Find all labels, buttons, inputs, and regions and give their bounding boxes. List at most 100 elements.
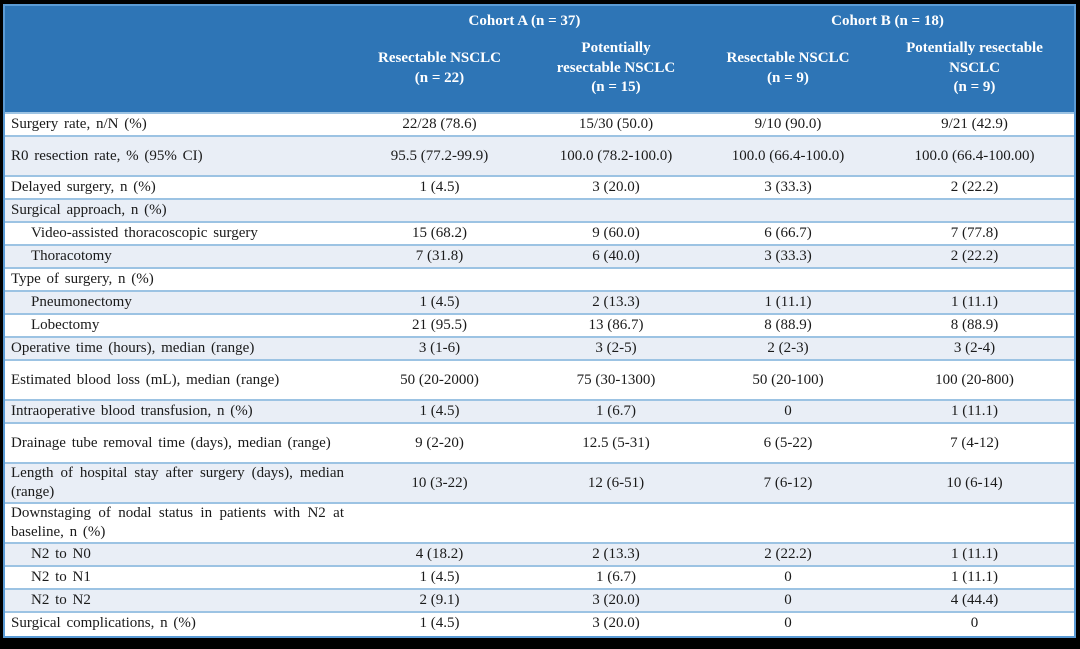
cell-value: 2 (22.2)	[764, 546, 812, 562]
row-label: Surgery rate, n/N (%)	[11, 116, 147, 133]
cell-value: 100.0 (66.4-100.0)	[731, 147, 845, 164]
cell-value	[875, 200, 1074, 221]
header-empty-label-cell	[5, 31, 348, 112]
cell-value: 1 (11.1)	[951, 569, 998, 585]
table-row: Thoracotomy 7 (31.8) 6 (40.0) 3 (33.3) 2 (22…	[5, 244, 1074, 267]
cell-value: 4 (18.2)	[415, 546, 464, 562]
col-header-resectable-b: Resectable NSCLC (n = 9)	[726, 50, 850, 86]
table-row: Operative time (hours), median (range) 3 …	[5, 336, 1074, 359]
cell-value: 2 (13.3)	[592, 546, 640, 562]
cell-value	[701, 200, 875, 221]
table-row: N2 to N1 1 (4.5) 1 (6.7) 0 1 (11.1)	[5, 565, 1074, 588]
cell-value: 1 (6.7)	[596, 403, 636, 419]
cell-value: 10 (6-14)	[946, 474, 1003, 491]
cell-value: 95.5 (77.2-99.9)	[390, 147, 489, 164]
cell-value: 3 (20.0)	[592, 592, 640, 608]
cell-value: 6 (5-22)	[763, 434, 813, 451]
cell-value: 4 (44.4)	[950, 592, 999, 608]
row-label: Pneumonectomy	[31, 294, 132, 311]
table-row: Lobectomy 21 (95.5) 13 (86.7) 8 (88.9) 8 (88…	[5, 313, 1074, 336]
cell-value: 12.5 (5-31)	[582, 434, 650, 451]
row-label: Type of surgery, n (%)	[11, 271, 154, 288]
cell-value	[701, 269, 875, 290]
cell-value: 7 (6-12)	[763, 474, 813, 491]
table-row: Intraoperative blood transfusion, n (%) 1…	[5, 399, 1074, 422]
table-row: Drainage tube removal time (days), media…	[5, 422, 1074, 462]
col-header-potentially-resectable-a: Potentially resectable NSCLC (n = 15)	[556, 40, 676, 96]
col-header-resectable-a: Resectable NSCLC (n = 22)	[378, 50, 501, 86]
cell-value: 100.0 (78.2-100.0)	[559, 147, 673, 164]
table-row: R0 resection rate, % (95% CI) 95.5 (77.2-…	[5, 135, 1074, 175]
cell-value	[348, 504, 531, 542]
cell-value	[348, 269, 531, 290]
row-label: R0 resection rate, % (95% CI)	[11, 147, 203, 164]
table-row: Surgery rate, n/N (%) 22/28 (78.6) 15/30 (…	[5, 112, 1074, 135]
cell-value: 50 (20-2000)	[400, 371, 479, 388]
cell-value: 3 (1-6)	[418, 340, 461, 356]
cell-value: 6 (40.0)	[592, 248, 640, 264]
row-label: Downstaging of nodal status in patients …	[11, 505, 344, 540]
cell-value: 1 (11.1)	[951, 403, 998, 419]
cohort-header-row: Cohort A (n = 37) Cohort B (n = 18)	[5, 6, 1074, 31]
row-label: Surgical approach, n (%)	[11, 202, 167, 219]
cell-value: 3 (33.3)	[764, 179, 812, 195]
row-label: Surgical complications, n (%)	[11, 615, 196, 632]
row-label: N2 to N1	[31, 569, 91, 586]
table-row: Surgical approach, n (%)	[5, 198, 1074, 221]
table-row: Type of surgery, n (%)	[5, 267, 1074, 290]
cell-value: 2 (2-3)	[767, 340, 809, 356]
cell-value: 15/30 (50.0)	[578, 116, 654, 132]
cell-value: 12 (6-51)	[587, 474, 645, 491]
cell-value: 1 (11.1)	[951, 294, 998, 310]
cell-value: 1 (4.5)	[419, 294, 460, 310]
cell-value: 9/10 (90.0)	[754, 116, 822, 132]
cell-value: 7 (4-12)	[950, 434, 999, 451]
table-row: Video-assisted thoracoscopic surgery 15 (…	[5, 221, 1074, 244]
cell-value	[875, 269, 1074, 290]
table-row: Estimated blood loss (mL), median (range…	[5, 359, 1074, 399]
cell-value: 9 (60.0)	[592, 225, 640, 241]
cell-value: 1 (11.1)	[764, 294, 812, 310]
cell-value: 50 (20-100)	[752, 371, 824, 388]
cell-value: 8 (88.9)	[764, 317, 812, 333]
cell-value: 1 (6.7)	[596, 569, 636, 585]
row-label: Intraoperative blood transfusion, n (%)	[11, 403, 253, 420]
cell-value: 6 (66.7)	[764, 225, 812, 241]
cell-value: 3 (33.3)	[764, 248, 812, 264]
cell-value: 8 (88.9)	[950, 317, 999, 333]
cell-value: 2 (22.2)	[950, 248, 999, 264]
cell-value: 1 (11.1)	[951, 546, 998, 562]
cell-value: 10 (3-22)	[411, 474, 468, 491]
cell-value: 0	[784, 569, 792, 585]
cell-value: 0	[970, 615, 979, 631]
cell-value: 3 (2-4)	[953, 340, 996, 356]
row-label: N2 to N0	[31, 546, 91, 563]
surgery-outcomes-table: Cohort A (n = 37) Cohort B (n = 18) Rese…	[3, 4, 1076, 638]
cell-value: 9/21 (42.9)	[941, 116, 1008, 132]
table-row: N2 to N2 2 (9.1) 3 (20.0) 0 4 (44.4)	[5, 588, 1074, 611]
cell-value: 100.0 (66.4-100.00)	[914, 147, 1035, 164]
cell-value: 0	[784, 403, 792, 419]
cell-value: 13 (86.7)	[588, 317, 644, 333]
cell-value: 22/28 (78.6)	[402, 116, 477, 132]
cell-value: 75 (30-1300)	[576, 371, 656, 388]
row-label: Length of hospital stay after surgery (d…	[11, 465, 344, 500]
row-label: Estimated blood loss (mL), median (range…	[11, 371, 280, 388]
cell-value	[875, 504, 1074, 542]
cell-value: 1 (4.5)	[419, 615, 460, 631]
row-label: Thoracotomy	[31, 248, 112, 265]
cell-value: 21 (95.5)	[412, 317, 467, 333]
cell-value: 2 (9.1)	[419, 592, 460, 608]
table-row: Length of hospital stay after surgery (d…	[5, 462, 1074, 502]
row-label: N2 to N2	[31, 592, 91, 609]
cell-value: 3 (2-5)	[595, 340, 637, 356]
cell-value: 0	[784, 615, 792, 631]
cell-value: 9 (2-20)	[415, 434, 464, 451]
cell-value: 100 (20-800)	[935, 371, 1014, 388]
table-row: Delayed surgery, n (%) 1 (4.5) 3 (20.0) 3 (…	[5, 175, 1074, 198]
cell-value: 1 (4.5)	[419, 179, 460, 195]
cell-value: 1 (4.5)	[419, 569, 460, 585]
row-label: Drainage tube removal time (days), media…	[11, 434, 331, 451]
col-header-potentially-resectable-b: Potentially resectable NSCLC (n = 9)	[906, 40, 1043, 96]
row-label: Video-assisted thoracoscopic surgery	[31, 225, 258, 242]
